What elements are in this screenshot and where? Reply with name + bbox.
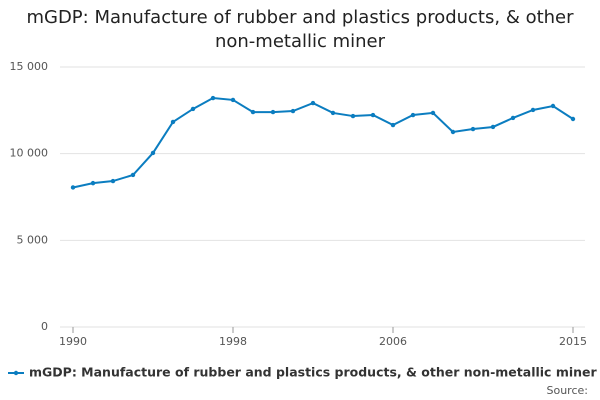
x-tick-label: 1998 bbox=[219, 335, 247, 348]
x-tick-label: 1990 bbox=[59, 335, 87, 348]
data-point bbox=[210, 95, 216, 101]
data-point bbox=[370, 112, 376, 118]
data-point bbox=[450, 129, 456, 135]
source-label: Source: bbox=[547, 384, 589, 397]
data-point bbox=[290, 108, 296, 114]
x-tick-label: 2006 bbox=[379, 335, 407, 348]
data-point bbox=[150, 150, 156, 156]
data-point bbox=[410, 112, 416, 118]
y-tick-label: 15 000 bbox=[10, 60, 49, 73]
data-point bbox=[270, 109, 276, 115]
data-point bbox=[170, 119, 176, 125]
data-point bbox=[110, 178, 116, 184]
data-point bbox=[490, 124, 496, 130]
data-point bbox=[330, 110, 336, 116]
data-point bbox=[310, 100, 316, 106]
data-point bbox=[70, 185, 76, 190]
chart-title: mGDP: Manufacture of rubber and plastics… bbox=[26, 7, 574, 52]
y-tick-label: 0 bbox=[41, 320, 48, 333]
y-tick-label: 10 000 bbox=[10, 147, 49, 160]
x-tick-label: 2015 bbox=[559, 335, 587, 348]
data-point bbox=[530, 107, 536, 113]
data-point bbox=[350, 113, 356, 119]
data-point bbox=[250, 109, 256, 115]
data-point bbox=[550, 103, 556, 109]
series-line bbox=[72, 97, 574, 189]
data-point bbox=[570, 116, 576, 122]
y-tick-label: 5 000 bbox=[17, 233, 49, 246]
legend-marker bbox=[13, 370, 19, 376]
data-point bbox=[510, 115, 516, 121]
data-point bbox=[190, 106, 196, 112]
data-point bbox=[230, 97, 236, 103]
legend-label: mGDP: Manufacture of rubber and plastics… bbox=[29, 365, 597, 380]
data-point bbox=[390, 122, 396, 128]
data-point bbox=[130, 172, 136, 178]
data-point bbox=[90, 180, 96, 186]
data-point bbox=[430, 110, 436, 116]
data-point bbox=[470, 126, 476, 132]
